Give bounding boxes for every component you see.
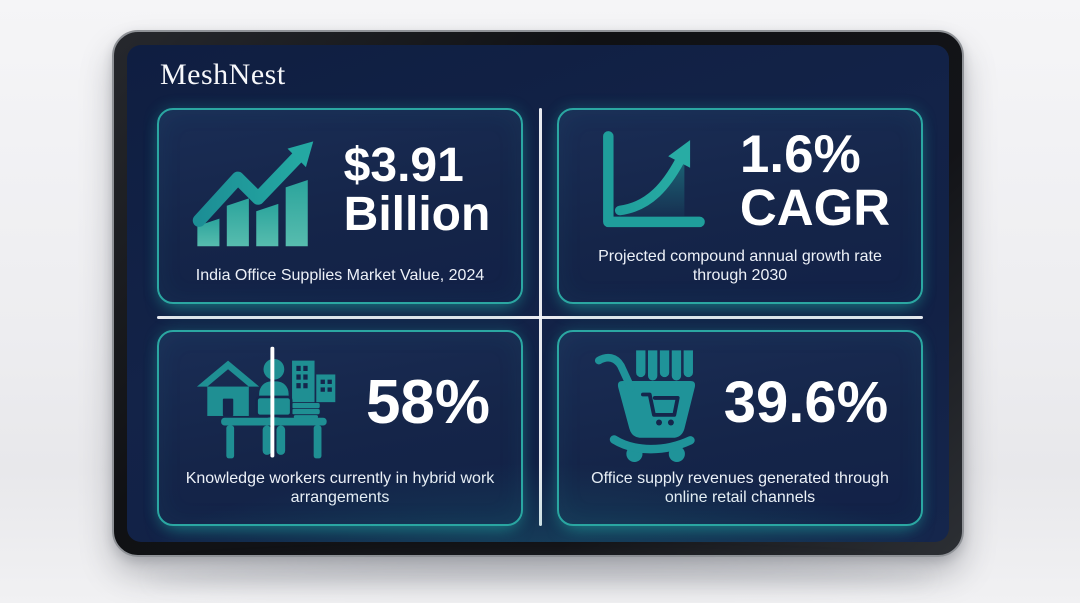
stat-value-block: 39.6% bbox=[724, 374, 888, 432]
stat-value: 58% bbox=[365, 368, 491, 438]
stat-card-body: $3.91 Billion bbox=[173, 118, 507, 264]
stat-card-body: 58% bbox=[173, 340, 507, 467]
stat-caption: Office supply revenues generated through… bbox=[591, 469, 889, 507]
stat-value-block: $3.91 Billion bbox=[343, 139, 491, 242]
stat-card-cagr: 1.6% CAGR Projected compound annual grow… bbox=[557, 108, 923, 304]
horizontal-divider bbox=[157, 315, 923, 319]
stat-value-block: 58% bbox=[366, 372, 490, 434]
stats-grid: $3.91 Billion India Office Supplies Mark… bbox=[157, 108, 923, 526]
stat-card-body: 1.6% CAGR bbox=[573, 118, 907, 245]
stat-value: $3.91 bbox=[343, 139, 464, 193]
stat-card-body: 39.6% bbox=[573, 340, 907, 467]
bar-chart-growth-icon bbox=[190, 132, 328, 250]
hybrid-work-icon bbox=[190, 343, 350, 463]
stat-card-online-retail: 39.6% Office supply revenues generated t… bbox=[557, 330, 923, 526]
stat-value: 39.6% bbox=[723, 370, 889, 436]
stat-card-market-value: $3.91 Billion India Office Supplies Mark… bbox=[157, 108, 523, 304]
stat-caption: Knowledge workers currently in hybrid wo… bbox=[185, 469, 495, 507]
stat-unit: CAGR bbox=[739, 179, 891, 237]
brand-logo: MeshNest bbox=[160, 58, 286, 91]
stat-value-block: 1.6% CAGR bbox=[740, 128, 890, 235]
stat-caption: India Office Supplies Market Value, 2024 bbox=[195, 267, 485, 285]
online-shopping-cart-icon bbox=[592, 343, 704, 463]
tablet-frame: MeshNest bbox=[112, 30, 964, 557]
tablet-screen: MeshNest bbox=[127, 45, 949, 542]
stat-caption: Projected compound annual growth rate th… bbox=[598, 247, 882, 285]
exponential-growth-curve-icon bbox=[590, 123, 716, 239]
tablet-reflection bbox=[150, 561, 930, 595]
stat-card-hybrid-work: 58% Knowledge workers currently in hybri… bbox=[157, 330, 523, 526]
stat-value: 1.6% bbox=[739, 125, 861, 185]
stat-unit: Billion bbox=[343, 188, 491, 242]
